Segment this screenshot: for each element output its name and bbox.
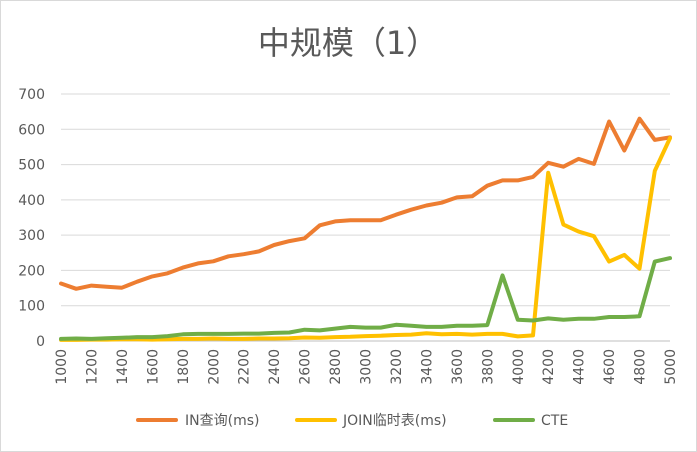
y-tick-label: 400	[18, 193, 45, 209]
x-tick-label: 4000	[511, 349, 527, 385]
x-tick-label: 1400	[115, 349, 131, 385]
gridlines	[61, 93, 670, 307]
x-tick-label: 3600	[450, 349, 466, 385]
x-tick-label: 3800	[480, 349, 496, 385]
y-tick-label: 100	[18, 299, 45, 315]
series-line-cte	[59, 256, 672, 341]
y-tick-label: 700	[18, 87, 45, 103]
legend: IN查询(ms) JOIN临时表(ms) CTE	[136, 413, 568, 429]
y-tick-label: 200	[18, 263, 45, 279]
x-tick-label: 1000	[54, 349, 70, 385]
x-tick-label: 1200	[84, 349, 100, 385]
x-tick-label: 4200	[541, 349, 557, 385]
x-tick-label: 2000	[206, 349, 222, 385]
y-tick-label: 0	[36, 334, 45, 350]
x-tick-label: 1600	[145, 349, 161, 385]
legend-label-in: IN查询(ms)	[185, 413, 259, 429]
axes: 0 100 200 300 400 500 600 700 1000 1200 1400 1600 18…	[18, 87, 679, 385]
x-tick-label: 4600	[602, 349, 618, 385]
x-tick-label: 5000	[663, 349, 679, 385]
chart-title: 中规模（1）	[258, 24, 438, 62]
x-tick-label: 2800	[328, 349, 344, 385]
y-tick-label: 300	[18, 228, 45, 244]
x-tick-label: 2600	[298, 349, 314, 385]
x-tick-label: 4800	[633, 349, 649, 385]
y-tick-label: 600	[18, 122, 45, 138]
x-tick-label: 1800	[176, 349, 192, 385]
legend-label-join: JOIN临时表(ms)	[342, 413, 447, 429]
x-tick-label: 2200	[237, 349, 253, 385]
x-tick-label: 3000	[359, 349, 375, 385]
x-tick-label: 2400	[267, 349, 283, 385]
y-tick-label: 500	[18, 158, 45, 174]
x-tick-label: 3200	[389, 349, 405, 385]
legend-label-cte: CTE	[541, 413, 568, 429]
x-tick-label: 4400	[572, 349, 588, 385]
x-tick-label: 3400	[419, 349, 435, 385]
series-line-in	[59, 116, 672, 291]
series-line-join	[59, 136, 672, 342]
series-lines	[59, 116, 672, 342]
